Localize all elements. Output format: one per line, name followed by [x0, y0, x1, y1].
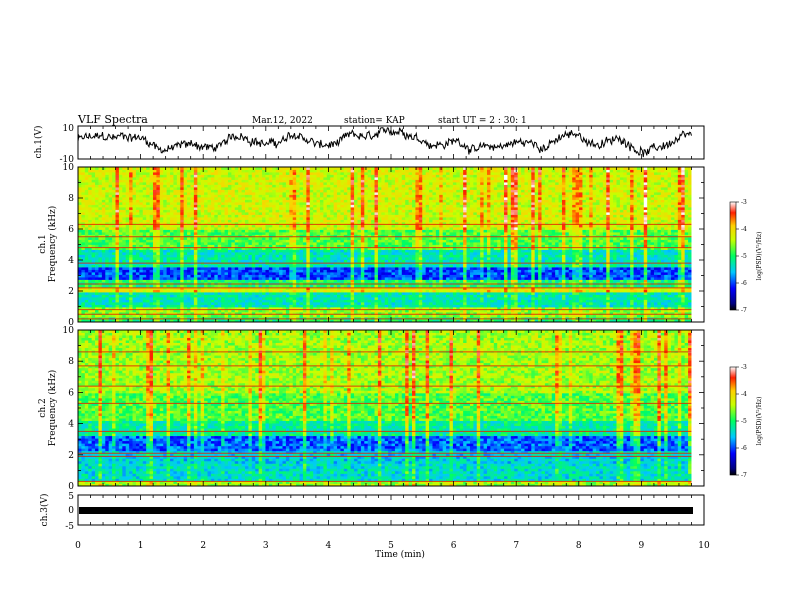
colorbar-tick-label: -5 [741, 418, 747, 425]
ch1-spectrogram-ylabel-channel: ch.1 [38, 234, 48, 253]
ch1-spectrogram-ytick-label: 4 [68, 256, 74, 266]
x-tick-label: 2 [200, 541, 206, 551]
x-tick-label: 4 [326, 541, 332, 551]
ch1-spectrogram-panel: 0 2 4 6 8 10 ch.1 Frequency (kHz) [38, 163, 705, 328]
ch2-colorbar-ticks: -3 -4 -5 -6 -7 [736, 364, 747, 479]
ch2-spectrogram-ylabel-channel: ch.2 [38, 398, 48, 417]
ch2-spectrogram-ytick-label: 2 [68, 451, 74, 461]
date-label: Mar.12, 2022 [252, 116, 313, 126]
ch1-spectrogram-ticks [77, 166, 705, 323]
ch1-spectrogram-ytick-label: 0 [68, 318, 74, 328]
ch1-colorbar: -3 -4 -5 -6 -7 log(PSD)(V²/Hz) [729, 199, 763, 314]
ch2-spectrogram-image [78, 330, 704, 487]
start-time-label: start UT = 2 : 30: 1 [438, 116, 527, 126]
ch1-spectrogram-image [78, 167, 704, 323]
ch2-spectrogram-ticks [77, 329, 705, 487]
ch1-ylabel: ch.1(V) [33, 126, 44, 159]
ch2-colorbar: -3 -4 -5 -6 -7 log(PSD)(V²/Hz) [729, 364, 763, 479]
x-tick-label: 9 [639, 541, 645, 551]
ch2-colorbar-label: log(PSD)(V²/Hz) [756, 397, 763, 446]
ch2-spectrogram-ylabel-frequency: Frequency (kHz) [47, 370, 58, 447]
station-label: station= KAP [344, 116, 405, 126]
ch1-spectrogram-ytick-label: 2 [68, 287, 74, 297]
ch1-spectrogram-ylabel-frequency: Frequency (kHz) [47, 206, 58, 283]
ch1-spectrogram-ytick-labels: 0 2 4 6 8 10 [63, 163, 75, 328]
ch1-ytick-bottom: -10 [60, 155, 75, 165]
x-tick-label: 3 [263, 541, 269, 551]
ch3-trace [79, 507, 693, 514]
colorbar-tick-label: -5 [741, 253, 747, 260]
x-tick-label: 7 [513, 541, 519, 551]
colorbar-tick-label: -6 [741, 445, 747, 452]
ch2-spectrogram-ytick-label: 6 [68, 388, 74, 398]
ch1-colorbar-label: log(PSD)(V²/Hz) [756, 232, 763, 281]
ch3-ytick-0: 0 [68, 506, 74, 516]
x-tick-label: 10 [698, 541, 710, 551]
ch1-spectrogram-ytick-label: 8 [68, 194, 74, 204]
ch3-ytick-minus5: -5 [65, 522, 74, 532]
time-axis-tick-labels: 0 1 2 3 4 5 6 7 8 9 10 [75, 541, 710, 551]
x-axis-label: Time (min) [375, 549, 425, 560]
ch1-waveform-panel: 10 -10 ch.1(V) [33, 124, 705, 165]
ch2-spectrogram-ytick-label: 8 [68, 357, 74, 367]
spec1-nodata [691, 167, 704, 322]
ch3-tick-marks [77, 495, 705, 525]
x-tick-label: 5 [388, 541, 394, 551]
ch1-colorbar-ticks: -3 -4 -5 -6 -7 [736, 199, 747, 314]
x-tick-label: 8 [576, 541, 582, 551]
ch2-spectrogram-panel: 0 2 4 6 8 10 ch.2 Frequency (kHz) [38, 326, 705, 492]
colorbar-tick-label: -3 [741, 364, 747, 371]
ch1-trace [77, 127, 692, 158]
ch2-spectrogram-ytick-label: 0 [68, 482, 74, 492]
ch1-ytick-top: 10 [63, 124, 75, 134]
ch2-spectrogram-ytick-label: 4 [68, 420, 74, 430]
ch1-spectrogram-ytick-label: 6 [68, 225, 74, 235]
ch3-ylabel: ch.3(V) [39, 494, 50, 527]
x-tick-label: 1 [138, 541, 144, 551]
ch2-spectrogram-ytick-label: 10 [63, 326, 75, 336]
colorbar-tick-label: -4 [741, 226, 747, 233]
x-tick-label: 6 [451, 541, 457, 551]
figure-title: VLF Spectra [77, 113, 148, 126]
spec2-nodata [691, 330, 704, 486]
colorbar-tick-label: -7 [741, 472, 747, 479]
ch1-spectrogram-ytick-label: 10 [63, 163, 75, 173]
ch3-waveform-panel: 5 0 -5 ch.3(V) 0 1 2 3 4 5 6 7 8 9 10 Time (min) [39, 492, 710, 560]
ch2-spectrogram-ytick-labels: 0 2 4 6 8 10 [63, 326, 75, 492]
colorbar-tick-label: -3 [741, 199, 747, 206]
colorbar-tick-label: -4 [741, 391, 747, 398]
ch1-tick-marks [77, 126, 705, 159]
colorbar-tick-label: -6 [741, 280, 747, 287]
x-tick-label: 0 [75, 541, 81, 551]
colorbar-tick-label: -7 [741, 307, 747, 314]
ch3-ytick-5: 5 [68, 492, 74, 502]
